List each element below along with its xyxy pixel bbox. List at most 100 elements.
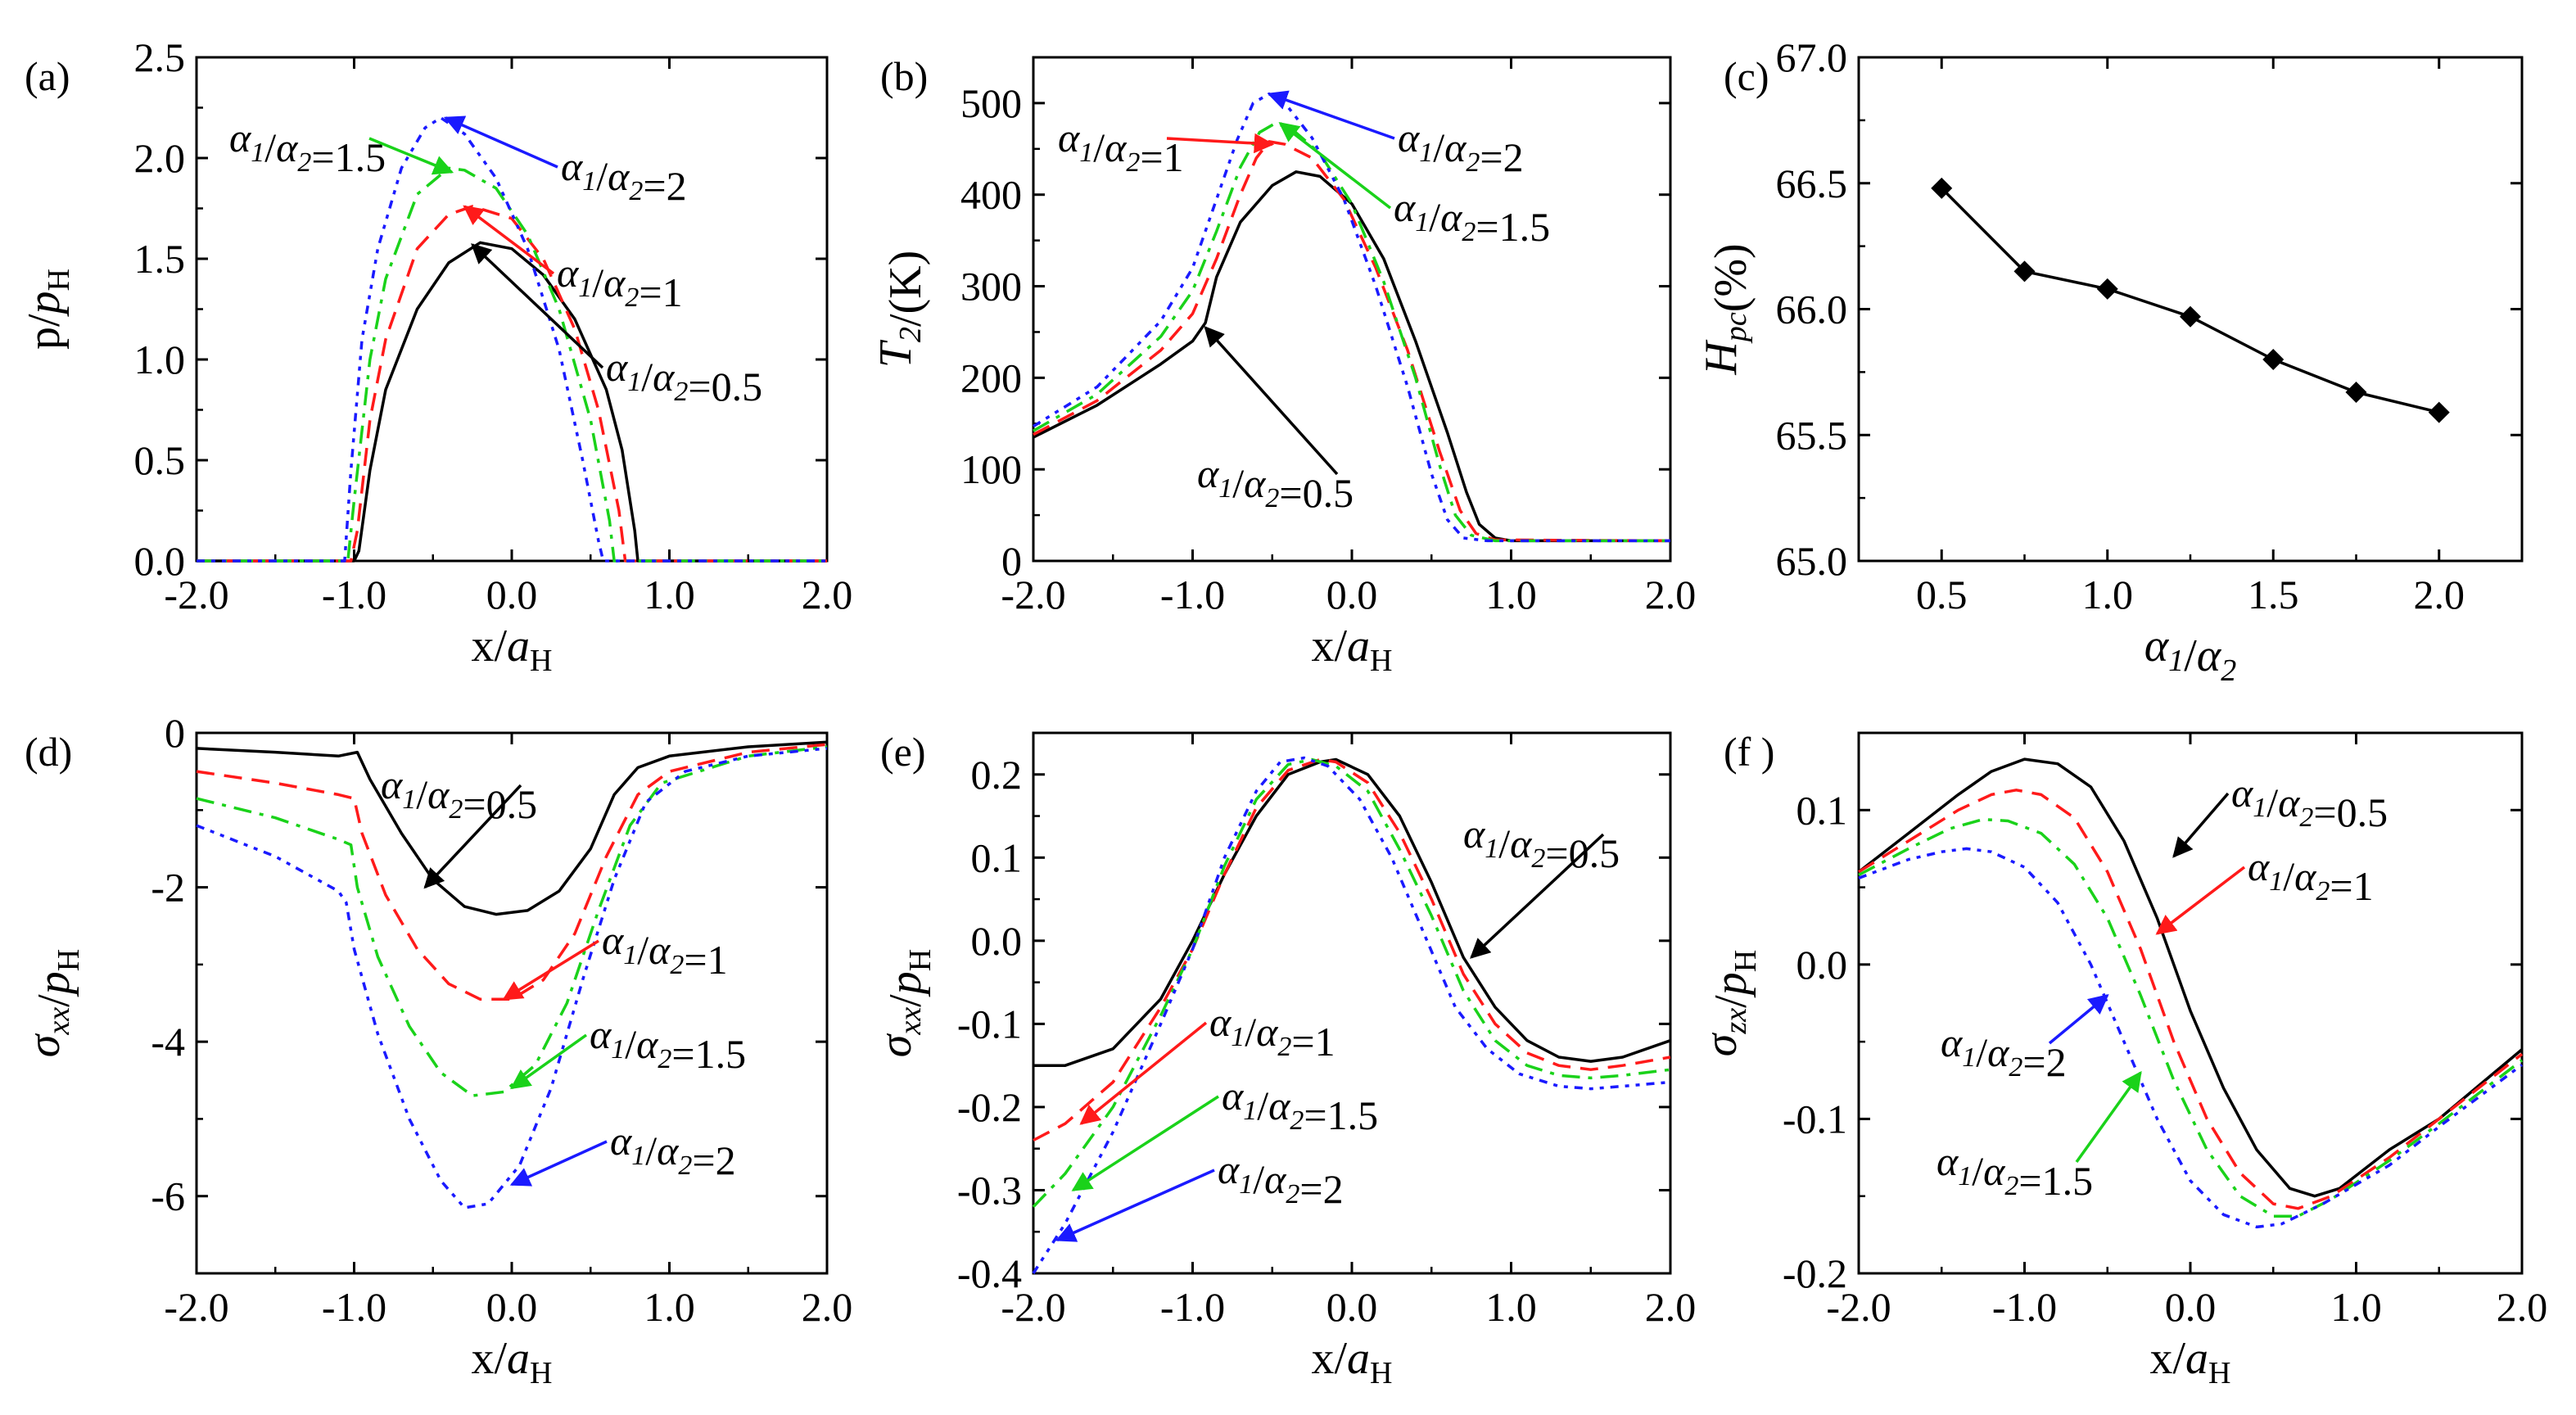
y-axis-label: σxx/pH bbox=[870, 949, 938, 1058]
annotation-arrow-red bbox=[1166, 133, 1275, 154]
x-tick-label: 0.0 bbox=[486, 1284, 538, 1330]
x-tick-label: 2.0 bbox=[2497, 1284, 2548, 1330]
x-tick-label: -2.0 bbox=[1001, 572, 1065, 617]
x-tick-label: 1.0 bbox=[644, 572, 695, 617]
y-tick-label: -0.1 bbox=[1783, 1096, 1847, 1141]
series-line-black bbox=[1857, 757, 2524, 1198]
series-line-black bbox=[1033, 757, 1671, 1067]
annotation-label-black: α1/α2=0.5 bbox=[1463, 811, 1620, 876]
x-tick-label: 1.0 bbox=[1485, 1284, 1537, 1330]
series-line-red bbox=[1858, 789, 2524, 1210]
x-axis-label: x/aH bbox=[1311, 1333, 1392, 1390]
annotation-arrow-blue bbox=[1267, 90, 1395, 140]
series-line-black bbox=[197, 241, 827, 563]
x-tick-label: 2.0 bbox=[1645, 1284, 1697, 1330]
panel-label: (c) bbox=[1724, 53, 1769, 99]
panel-b: -2.0 -1.0 0.0 1.0 2.0 0 100 200 300 400 500 (b) x/aH… bbox=[870, 53, 1696, 678]
annotation-arrow-black bbox=[471, 243, 604, 369]
series-line-green bbox=[1032, 757, 1671, 1209]
series-line-blue bbox=[1033, 92, 1670, 543]
annotation-label-blue: α1/α2=2 bbox=[610, 1118, 736, 1183]
annotation-arrow-green bbox=[1278, 122, 1392, 210]
x-tick-label: 0.0 bbox=[486, 572, 538, 617]
annotation-label-red: α1/α2=1 bbox=[602, 917, 728, 983]
x-tick-label: -1.0 bbox=[322, 572, 386, 617]
x-tick-label: -2.0 bbox=[164, 572, 228, 617]
y-tick-label: 67.0 bbox=[1776, 34, 1848, 80]
y-tick-label: -4 bbox=[151, 1019, 185, 1065]
y-tick-label: 0.2 bbox=[971, 752, 1023, 798]
annotation-label-black: α1/α2=0.5 bbox=[606, 344, 762, 409]
panel-e: -2.0 -1.0 0.0 1.0 2.0 -0.4 -0.3 -0.2 -0.1 0.0 0.1 0… bbox=[870, 729, 1696, 1390]
annotation-arrow-blue bbox=[509, 1140, 608, 1187]
series-line-red bbox=[196, 743, 828, 1001]
y-tick-label: 65.5 bbox=[1776, 412, 1848, 458]
y-tick-label: 200 bbox=[960, 355, 1022, 400]
y-tick-label: -0.4 bbox=[957, 1250, 1022, 1296]
x-tick-label: 2.0 bbox=[802, 1284, 853, 1330]
annotation-label-red: α1/α2=1 bbox=[1058, 115, 1184, 180]
annotation-arrow-red bbox=[502, 939, 599, 1001]
x-tick-label: 1.0 bbox=[1485, 572, 1537, 617]
panel-label: (b) bbox=[880, 53, 928, 99]
x-tick-label: 1.5 bbox=[2248, 572, 2299, 617]
x-tick-label: 2.0 bbox=[802, 572, 853, 617]
y-axis-label: p/pH bbox=[19, 269, 76, 350]
plot-frame bbox=[1032, 731, 1672, 1275]
y-tick-label: 66.5 bbox=[1776, 160, 1848, 206]
x-tick-label: 0.0 bbox=[1326, 1284, 1378, 1330]
annotation-label-green: α1/α2=1.5 bbox=[229, 115, 386, 180]
data-point-marker bbox=[2013, 260, 2036, 283]
y-tick-label: 1.5 bbox=[134, 236, 186, 282]
panel-c: 0.5 1.0 1.5 2.0 65.0 65.5 66.0 66.5 67.0(c) α1/α2… bbox=[1696, 34, 2524, 688]
data-point-marker bbox=[2096, 278, 2118, 300]
panel-label: (f ) bbox=[1724, 729, 1774, 775]
y-tick-label: 400 bbox=[960, 172, 1022, 218]
y-tick-label: -0.1 bbox=[957, 1001, 1022, 1047]
x-tick-label: 2.0 bbox=[1645, 572, 1697, 617]
annotation-label-blue: α1/α2=2 bbox=[561, 143, 687, 209]
y-tick-label: -2 bbox=[151, 865, 185, 911]
y-tick-label: 1.0 bbox=[134, 337, 186, 382]
y-tick-label: 2.5 bbox=[134, 34, 186, 80]
y-tick-label: 0.0 bbox=[971, 918, 1023, 964]
annotation-arrow-red bbox=[1079, 1021, 1208, 1125]
x-tick-label: 1.0 bbox=[644, 1284, 695, 1330]
panel-label: (a) bbox=[25, 53, 70, 99]
y-tick-label: 100 bbox=[960, 446, 1022, 492]
annotation-arrow-black bbox=[2172, 792, 2230, 858]
annotation-arrow-black bbox=[1204, 326, 1339, 476]
annotation-label-black: α1/α2=0.5 bbox=[381, 762, 537, 827]
annotation-arrow-blue bbox=[1055, 1169, 1215, 1242]
annotation-label-black: α1/α2=0.5 bbox=[2231, 770, 2388, 835]
y-axis-label: σxx/pH bbox=[19, 949, 86, 1058]
y-tick-label: 0 bbox=[1001, 538, 1022, 584]
series-line-green bbox=[1858, 817, 2524, 1218]
x-tick-label: 0.0 bbox=[2165, 1284, 2217, 1330]
data-point-marker bbox=[2262, 349, 2285, 370]
x-tick-label: 1.0 bbox=[2082, 572, 2134, 617]
series-line-black bbox=[196, 740, 828, 916]
panel-label: (e) bbox=[880, 729, 926, 775]
x-tick-label: 0.5 bbox=[1916, 572, 1968, 617]
x-tick-label: -1.0 bbox=[1160, 572, 1225, 617]
y-tick-label: -6 bbox=[151, 1173, 185, 1219]
y-tick-label: -0.3 bbox=[957, 1167, 1022, 1213]
series-line-green bbox=[1033, 121, 1670, 543]
data-point-marker bbox=[1931, 177, 1953, 199]
annotation-arrow-red bbox=[2155, 866, 2246, 935]
annotation-label-blue: α1/α2=2 bbox=[1218, 1146, 1344, 1212]
panel-d: -2.0 -1.0 0.0 1.0 2.0 -6 -4 -2 0 (d) x/aH σxx/pH α1/… bbox=[19, 710, 852, 1390]
x-axis-label: x/aH bbox=[471, 1333, 552, 1390]
annotation-arrow-red bbox=[463, 205, 555, 275]
x-tick-label: -2.0 bbox=[164, 1284, 228, 1330]
data-point-marker bbox=[2180, 305, 2201, 328]
annotation-label-green: α1/α2=1.5 bbox=[1222, 1073, 1378, 1138]
annotation-arrow-green bbox=[368, 137, 454, 175]
x-axis-label: x/aH bbox=[2149, 1333, 2230, 1390]
series-line-red bbox=[1033, 140, 1671, 543]
y-tick-label: 0 bbox=[165, 710, 185, 756]
y-tick-label: 2.0 bbox=[134, 135, 186, 181]
x-axis-label: x/aH bbox=[471, 621, 552, 678]
